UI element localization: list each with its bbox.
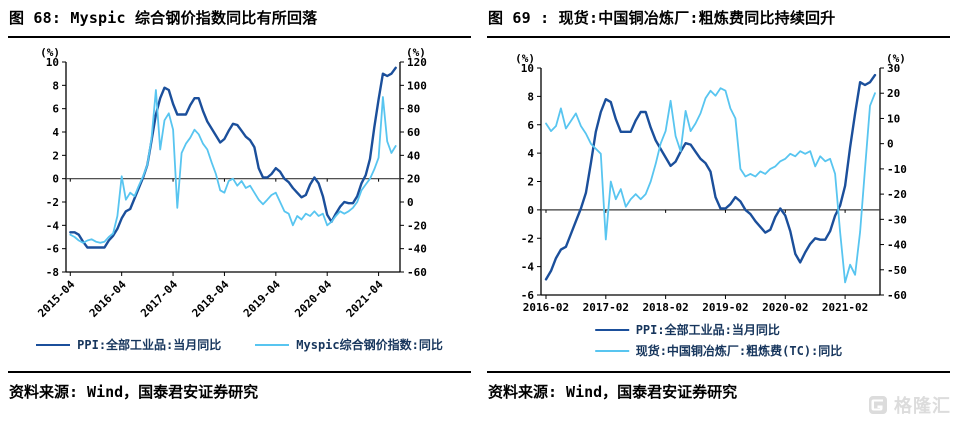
series-line-0 (544, 73, 877, 281)
left-axis-label: 10 (521, 62, 534, 75)
right-axis-label: -40 (407, 243, 427, 256)
right-axis-label: -60 (887, 289, 907, 302)
right-axis-label: -40 (887, 239, 907, 252)
figure-69: 图 69 : 现货:中国铜冶炼厂:粗炼费同比持续回升 (%) (%) 10 8 6 4 2 0… (479, 0, 958, 423)
x-axis-label: 2019-04 (241, 278, 283, 320)
left-axis-label: 0 (52, 173, 59, 186)
source-divider (8, 371, 471, 373)
series-line-1 (69, 89, 397, 244)
legend-swatch (594, 349, 629, 352)
x-axis-label: 2018-04 (190, 278, 232, 320)
right-axis-label: 10 (887, 112, 900, 125)
title-divider (487, 36, 950, 38)
x-axis-label: 2016-04 (87, 278, 129, 320)
right-axis-unit: (%) (406, 46, 426, 59)
legend-fig69: PPI:全部工业品:当月同比现货:中国铜冶炼厂:粗炼费(TC):同比 (594, 321, 843, 359)
right-axis-label: 100 (407, 79, 427, 92)
x-axis-label: 2021-02 (822, 301, 868, 314)
left-axis-label: 4 (527, 147, 534, 160)
left-axis-label: 2 (527, 176, 534, 189)
legend-label: 现货:中国铜冶炼厂:粗炼费(TC):同比 (635, 344, 843, 358)
right-axis-label: -20 (407, 219, 427, 232)
left-axis-label: -8 (46, 266, 59, 279)
figure-68: 图 68: Myspic 综合钢价指数同比有所回落 (%) (%) 10 8 6 4 2 0-… (0, 9, 479, 401)
legend-swatch (594, 328, 629, 331)
legend-swatch (36, 343, 71, 346)
right-axis-label: -50 (887, 264, 907, 277)
chart-fig68: (%) (%)1086420-2-4-6-8120100806040200-20-… (35, 46, 427, 320)
right-axis-label: 20 (407, 173, 420, 186)
figure-69-title: 图 69 : 现货:中国铜冶炼厂:粗炼费同比持续回升 (488, 9, 836, 27)
right-axis-label: 0 (407, 196, 414, 209)
right-axis-unit: (%) (886, 52, 906, 65)
series-line-1 (545, 87, 876, 284)
left-axis-unit: (%) (515, 52, 535, 65)
left-axis-label: 6 (527, 119, 534, 132)
right-axis-label: 80 (407, 103, 420, 116)
x-axis-label: 2020-02 (762, 301, 808, 314)
right-axis-label: -30 (887, 213, 907, 226)
left-axis-label: 8 (527, 90, 534, 103)
left-axis-unit: (%) (40, 46, 60, 59)
figure-68-title: 图 68: Myspic 综合钢价指数同比有所回落 (9, 9, 318, 27)
gelonghui-logo-icon (869, 396, 887, 414)
legend-item: PPI:全部工业品:当月同比 (36, 336, 221, 353)
right-axis-label: -20 (887, 188, 907, 201)
legend-item: PPI:全部工业品:当月同比 (594, 321, 780, 338)
x-axis-label: 2017-04 (138, 278, 180, 320)
chart-fig69: (%) (%)1086420-2-4-63020100-10-20-30-40-5… (515, 52, 907, 314)
x-axis-label: 2019-02 (702, 301, 748, 314)
left-axis-label: -6 (521, 289, 535, 302)
legend-label: PPI:全部工业品:当月同比 (77, 338, 222, 352)
right-axis-label: 0 (887, 138, 894, 151)
watermark-text: 格隆汇 (894, 396, 951, 417)
right-axis-label: -10 (887, 163, 907, 176)
right-axis-label: 20 (887, 87, 900, 100)
x-axis-label: 2018-02 (642, 301, 688, 314)
left-axis-label: -2 (46, 196, 59, 209)
left-axis-label: -2 (521, 232, 534, 245)
left-axis-label: -4 (46, 219, 60, 232)
watermark: 格隆汇 (867, 392, 951, 418)
left-axis-label: 0 (527, 204, 534, 217)
series-line-0 (69, 66, 397, 249)
left-axis-label: 8 (52, 79, 59, 92)
title-divider (8, 36, 471, 38)
left-axis-label: 6 (52, 103, 59, 116)
left-axis-label: -6 (46, 243, 60, 256)
left-axis-label: -4 (521, 261, 535, 274)
right-axis-label: 60 (407, 126, 420, 139)
legend-item: 现货:中国铜冶炼厂:粗炼费(TC):同比 (594, 342, 843, 359)
source-note: 资料来源: Wind，国泰君安证券研究 (9, 383, 259, 401)
legend-swatch (255, 343, 290, 346)
right-axis-label: 30 (887, 62, 900, 75)
legend-fig68: PPI:全部工业品:当月同比 Myspic综合钢价指数:同比 (0, 336, 479, 353)
source-divider (487, 371, 950, 373)
legend-item: Myspic综合钢价指数:同比 (255, 336, 443, 353)
legend-label: PPI:全部工业品:当月同比 (635, 323, 780, 337)
right-axis-label: 40 (407, 149, 420, 162)
x-axis-label: 2020-04 (292, 278, 334, 320)
left-axis-label: 4 (52, 126, 59, 139)
right-axis-label: 120 (407, 56, 427, 69)
legend-label: Myspic综合钢价指数:同比 (296, 338, 443, 352)
source-note: 资料来源: Wind，国泰君安证券研究 (488, 383, 738, 401)
left-axis-label: 10 (46, 56, 59, 69)
right-axis-label: -60 (407, 266, 427, 279)
x-axis-label: 2021-04 (344, 278, 386, 320)
x-axis-label: 2015-04 (35, 278, 77, 320)
left-axis-label: 2 (52, 149, 59, 162)
x-axis-label: 2016-02 (523, 301, 569, 314)
x-axis-label: 2017-02 (583, 301, 629, 314)
